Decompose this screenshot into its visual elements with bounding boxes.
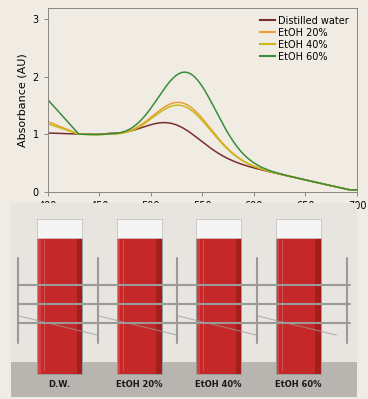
EtOH 60% <box>279 172 283 176</box>
Bar <box>196 219 241 374</box>
Bar <box>117 219 162 374</box>
Line: Distilled water: Distilled water <box>48 122 357 190</box>
Bar <box>156 238 162 374</box>
EtOH 20% <box>228 149 233 154</box>
Bar <box>37 238 82 374</box>
Bar <box>236 238 241 374</box>
EtOH 20% <box>176 100 180 105</box>
EtOH 60% <box>125 128 130 133</box>
Bar <box>276 238 279 374</box>
EtOH 60% <box>355 188 359 192</box>
X-axis label: Wavelength (nm): Wavelength (nm) <box>154 216 251 226</box>
Distilled water <box>46 130 50 135</box>
Bar <box>276 219 321 374</box>
EtOH 60% <box>183 70 187 75</box>
EtOH 40% <box>279 172 283 177</box>
Text: EtOH 60%: EtOH 60% <box>275 380 321 389</box>
Text: EtOH 40%: EtOH 40% <box>195 380 242 389</box>
Bar <box>77 238 82 374</box>
Distilled water <box>228 158 233 162</box>
EtOH 60% <box>252 161 257 166</box>
EtOH 20% <box>46 119 50 124</box>
Distilled water <box>162 120 166 125</box>
Distilled water <box>355 188 359 192</box>
Line: EtOH 60%: EtOH 60% <box>48 72 357 190</box>
Bar <box>117 238 162 374</box>
Distilled water <box>100 132 105 136</box>
Text: EtOH 20%: EtOH 20% <box>116 380 162 389</box>
Distilled water <box>347 188 352 192</box>
EtOH 40% <box>355 188 359 192</box>
EtOH 20% <box>279 172 283 177</box>
EtOH 20% <box>355 188 359 192</box>
EtOH 60% <box>100 132 105 137</box>
EtOH 40% <box>228 150 233 154</box>
Y-axis label: Absorbance (AU): Absorbance (AU) <box>17 53 27 146</box>
Bar <box>196 238 241 374</box>
EtOH 20% <box>347 188 352 192</box>
Bar <box>196 238 200 374</box>
Bar <box>117 238 120 374</box>
Text: D.W.: D.W. <box>49 380 71 389</box>
EtOH 40% <box>100 132 105 137</box>
EtOH 20% <box>186 103 190 108</box>
Line: EtOH 20%: EtOH 20% <box>48 103 357 190</box>
EtOH 20% <box>125 129 130 134</box>
Bar <box>37 238 40 374</box>
Bar <box>37 219 82 374</box>
Line: EtOH 40%: EtOH 40% <box>48 105 357 190</box>
EtOH 60% <box>228 135 233 140</box>
Distilled water <box>252 166 257 170</box>
Bar <box>276 238 321 374</box>
Bar <box>37 219 82 238</box>
EtOH 60% <box>347 188 352 192</box>
Bar <box>315 238 321 374</box>
Distilled water <box>186 129 190 134</box>
Bar <box>37 219 82 374</box>
Bar <box>276 219 321 374</box>
Distilled water <box>125 129 130 134</box>
EtOH 40% <box>347 188 352 192</box>
Bar <box>196 219 241 238</box>
Bar <box>11 362 357 397</box>
EtOH 20% <box>252 164 257 169</box>
Bar <box>117 219 162 374</box>
EtOH 40% <box>125 130 130 134</box>
EtOH 40% <box>176 103 180 108</box>
Bar <box>276 219 321 238</box>
Bar <box>117 219 162 238</box>
EtOH 40% <box>186 106 190 111</box>
Legend: Distilled water, EtOH 20%, EtOH 40%, EtOH 60%: Distilled water, EtOH 20%, EtOH 40%, EtO… <box>257 13 352 65</box>
EtOH 20% <box>100 132 105 137</box>
EtOH 40% <box>46 121 50 126</box>
Bar <box>196 219 241 374</box>
Distilled water <box>279 172 283 177</box>
EtOH 60% <box>46 97 50 102</box>
EtOH 60% <box>186 70 190 75</box>
EtOH 40% <box>252 164 257 169</box>
